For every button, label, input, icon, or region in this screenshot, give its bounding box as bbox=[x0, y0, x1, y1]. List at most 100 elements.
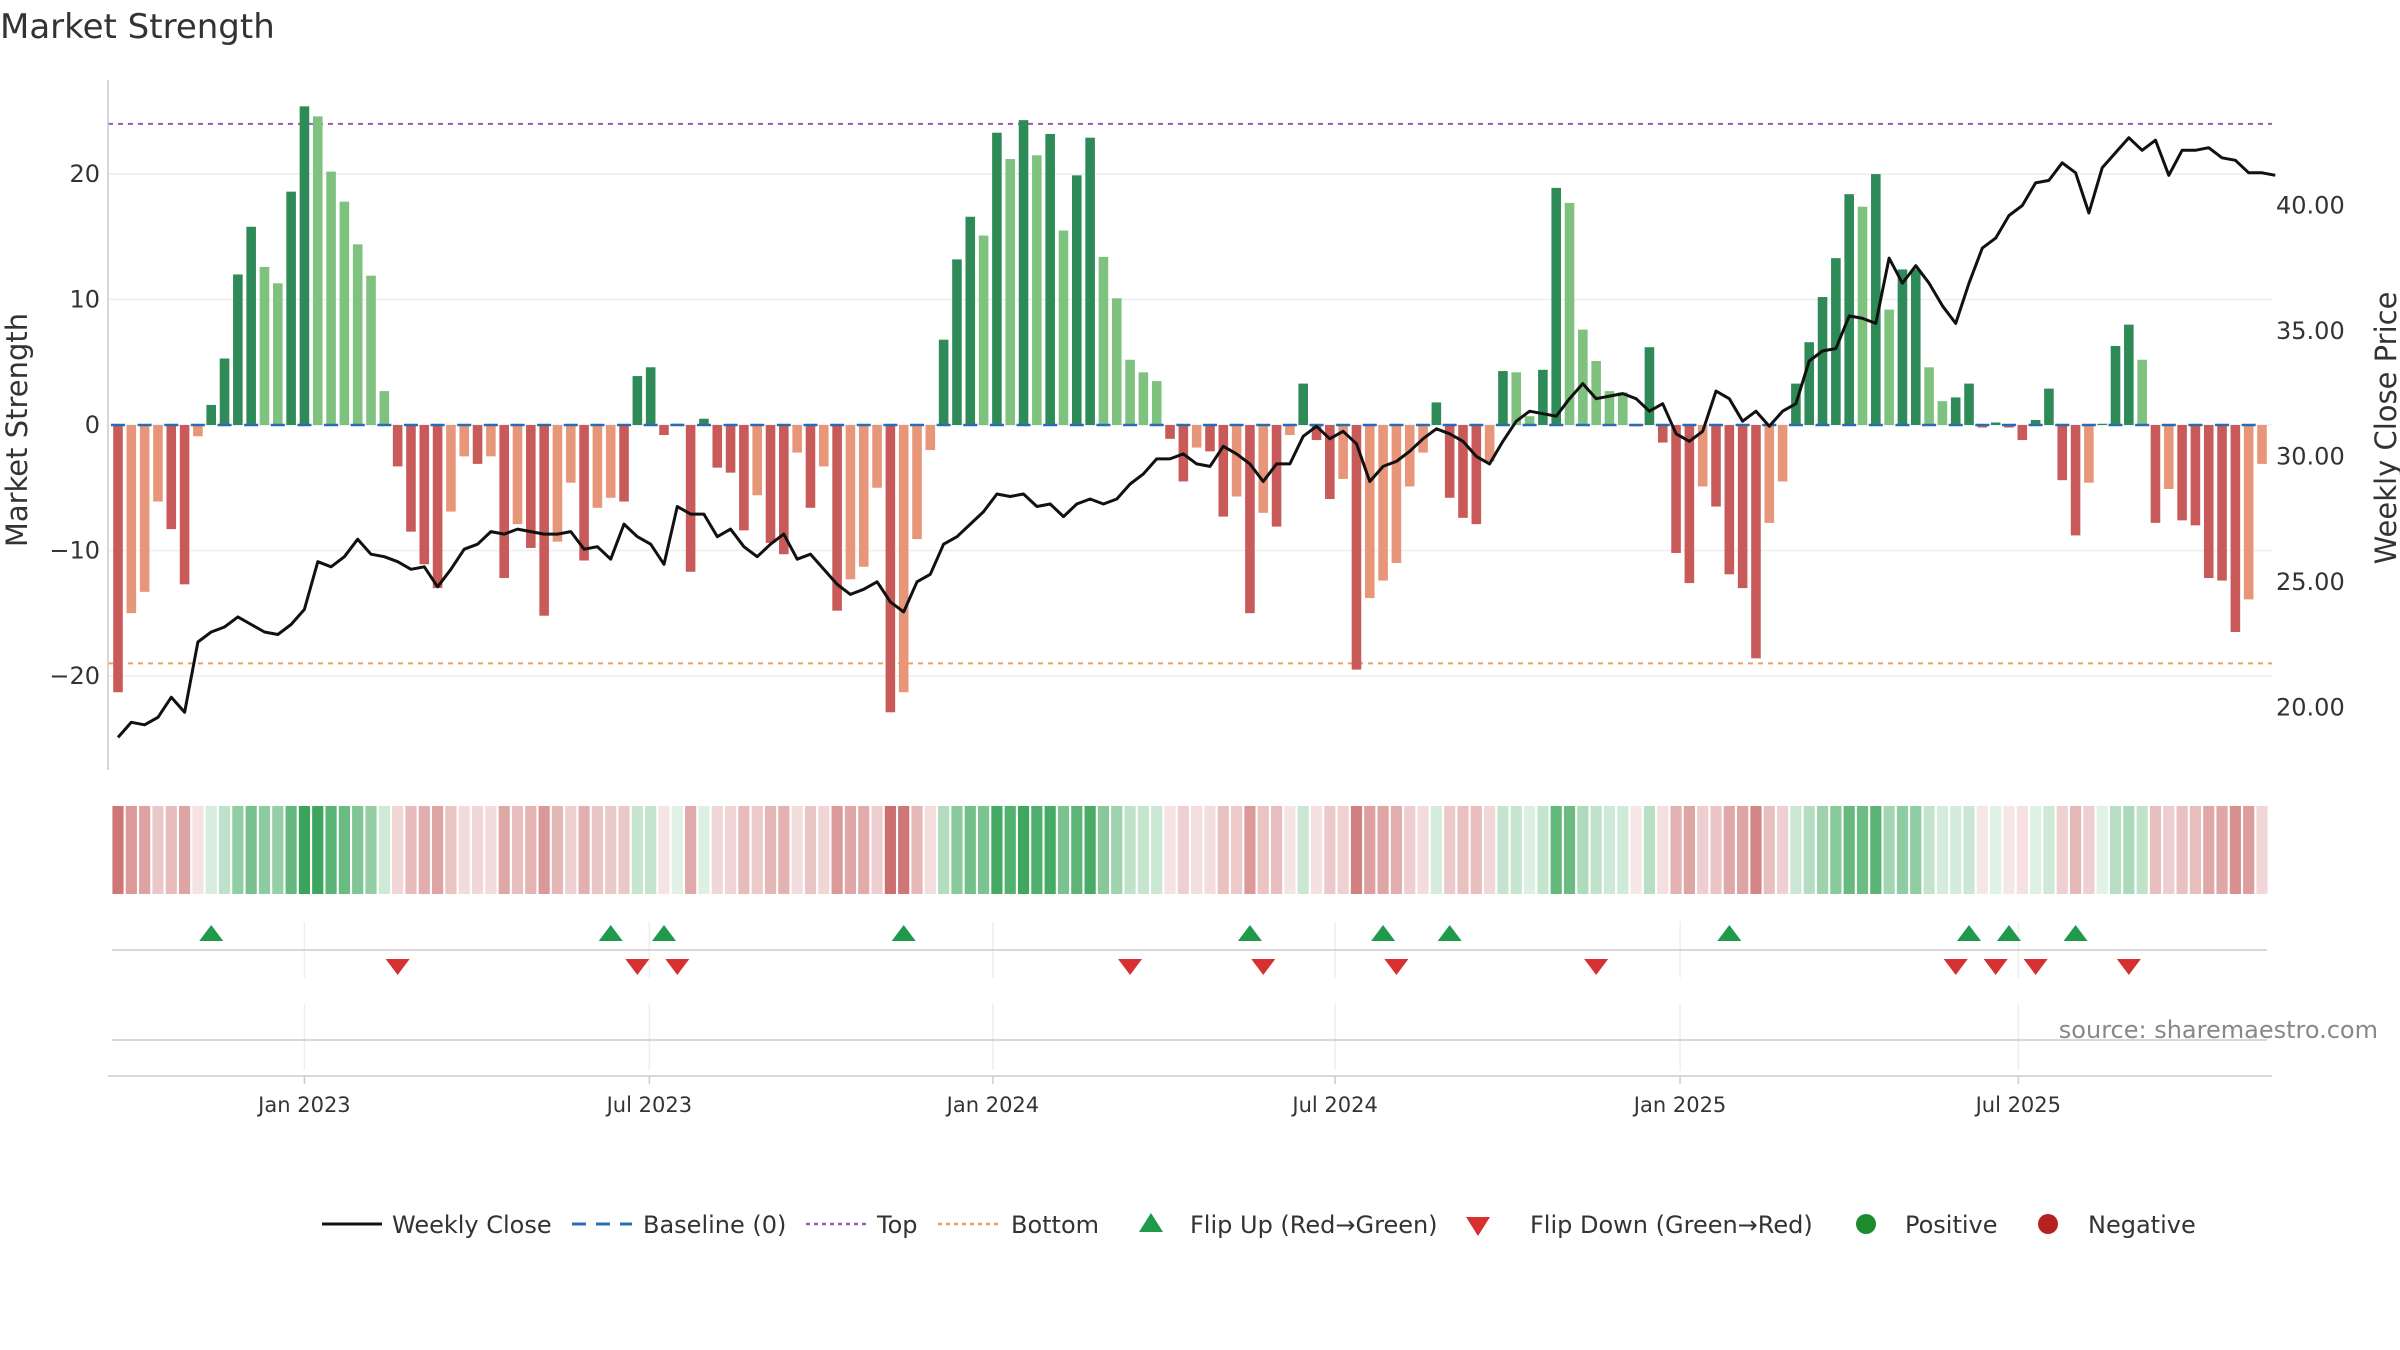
strength-bar bbox=[712, 425, 723, 468]
strength-bar bbox=[219, 358, 230, 425]
strength-bar bbox=[739, 425, 749, 531]
strength-bar bbox=[1218, 425, 1229, 517]
y-tick-label: 0 bbox=[85, 411, 100, 439]
strength-bar bbox=[299, 106, 310, 425]
strength-bar bbox=[2137, 359, 2147, 425]
heat-cell bbox=[645, 806, 657, 894]
strength-bar bbox=[2030, 419, 2041, 425]
legend-positive-icon bbox=[1856, 1214, 1876, 1234]
source-credit: source: sharemaestro.com bbox=[2059, 1016, 2378, 1044]
heat-cell bbox=[2069, 806, 2082, 894]
heat-cell bbox=[298, 806, 311, 894]
heat-cell bbox=[218, 806, 231, 894]
strength-bar bbox=[2070, 425, 2081, 536]
flip-down-marker bbox=[1384, 959, 1409, 975]
heat-cell bbox=[1777, 806, 1789, 894]
strength-bar bbox=[472, 425, 483, 464]
strength-bar bbox=[792, 425, 802, 453]
strength-bar bbox=[1751, 425, 1761, 659]
strength-bar bbox=[832, 425, 842, 611]
heat-cell bbox=[578, 806, 590, 894]
heat-cell bbox=[724, 806, 737, 894]
legend-baseline-label: Baseline (0) bbox=[643, 1211, 786, 1239]
strength-bar bbox=[1325, 425, 1335, 500]
heat-cell bbox=[365, 806, 377, 894]
strength-bar bbox=[352, 244, 363, 425]
strength-bar bbox=[486, 425, 496, 457]
strength-bar bbox=[1058, 230, 1069, 425]
strength-bar bbox=[2124, 324, 2134, 425]
heat-cell bbox=[1870, 806, 1882, 894]
heat-cell bbox=[1883, 806, 1895, 894]
heat-cell bbox=[192, 806, 204, 894]
strength-bars bbox=[113, 106, 2267, 713]
strength-bar bbox=[1458, 425, 1468, 518]
strength-bar bbox=[1032, 155, 1042, 426]
strength-bar bbox=[1604, 391, 1615, 425]
strength-bar bbox=[1884, 309, 1894, 425]
heat-cell bbox=[1124, 806, 1136, 894]
strength-bar bbox=[2017, 425, 2028, 441]
flip-up-marker bbox=[1717, 925, 1742, 941]
flip-up-marker bbox=[1237, 925, 1262, 941]
heat-cell bbox=[2229, 806, 2241, 894]
strength-bar bbox=[2163, 425, 2174, 489]
heat-cell bbox=[1057, 806, 1070, 894]
strength-bar bbox=[992, 132, 1002, 425]
heat-cell bbox=[1976, 806, 1988, 894]
heat-cell bbox=[884, 806, 896, 894]
strength-bar bbox=[1564, 202, 1575, 425]
strength-bar bbox=[1990, 422, 2001, 425]
heat-cell bbox=[1497, 806, 1509, 894]
strength-bar bbox=[1737, 425, 1748, 589]
strength-bar bbox=[1351, 425, 1362, 670]
legend-weekly-close-label: Weekly Close bbox=[392, 1211, 552, 1239]
strength-bar bbox=[592, 425, 603, 508]
strength-bar bbox=[872, 425, 882, 488]
flip-up-marker bbox=[1996, 925, 2021, 941]
heat-cell bbox=[1204, 806, 1216, 894]
heat-cell bbox=[2016, 806, 2028, 894]
heat-cell bbox=[338, 806, 350, 894]
legend-bottom-label: Bottom bbox=[1011, 1211, 1099, 1239]
strength-bar bbox=[1125, 359, 1135, 425]
strength-bar bbox=[1098, 256, 1109, 425]
legend-negative-icon bbox=[2038, 1214, 2058, 1234]
heat-cell bbox=[991, 806, 1003, 894]
heat-cell bbox=[1523, 806, 1536, 894]
strength-bar bbox=[446, 425, 456, 512]
strength-bar bbox=[1271, 425, 1282, 527]
heat-cell bbox=[1896, 806, 1909, 894]
heat-cell bbox=[1990, 806, 2002, 894]
strength-bar bbox=[1924, 367, 1934, 425]
heat-cell bbox=[1390, 806, 1403, 894]
heat-cell bbox=[2083, 806, 2095, 894]
heat-cell bbox=[378, 806, 390, 894]
flip-down-marker bbox=[2023, 959, 2048, 975]
heat-cell bbox=[1310, 806, 1323, 894]
strength-bar bbox=[206, 404, 217, 425]
strength-bar bbox=[1711, 425, 1721, 507]
heat-cell bbox=[405, 806, 417, 894]
heat-cell bbox=[432, 806, 444, 894]
strength-bar bbox=[1471, 425, 1482, 525]
heat-cell bbox=[1111, 806, 1123, 894]
heat-cell bbox=[205, 806, 217, 894]
heat-cell bbox=[844, 806, 857, 894]
heat-cell bbox=[485, 806, 497, 894]
heat-cell bbox=[818, 806, 830, 894]
flip-up-marker bbox=[1371, 925, 1396, 941]
heat-cell bbox=[418, 806, 430, 894]
strength-bar bbox=[526, 425, 536, 548]
flip-signal-panel bbox=[303, 922, 2020, 1070]
heat-cell bbox=[2136, 806, 2148, 894]
heat-cell bbox=[245, 806, 257, 894]
y-tick-label: 10 bbox=[69, 286, 100, 314]
strength-bar bbox=[1045, 133, 1055, 426]
strength-bar bbox=[1591, 361, 1601, 425]
strength-bar bbox=[459, 425, 470, 457]
heat-cell bbox=[977, 806, 990, 894]
strength-bar bbox=[366, 275, 376, 425]
legend-flip-up-icon bbox=[1139, 1213, 1163, 1232]
heat-cell bbox=[1603, 806, 1616, 894]
